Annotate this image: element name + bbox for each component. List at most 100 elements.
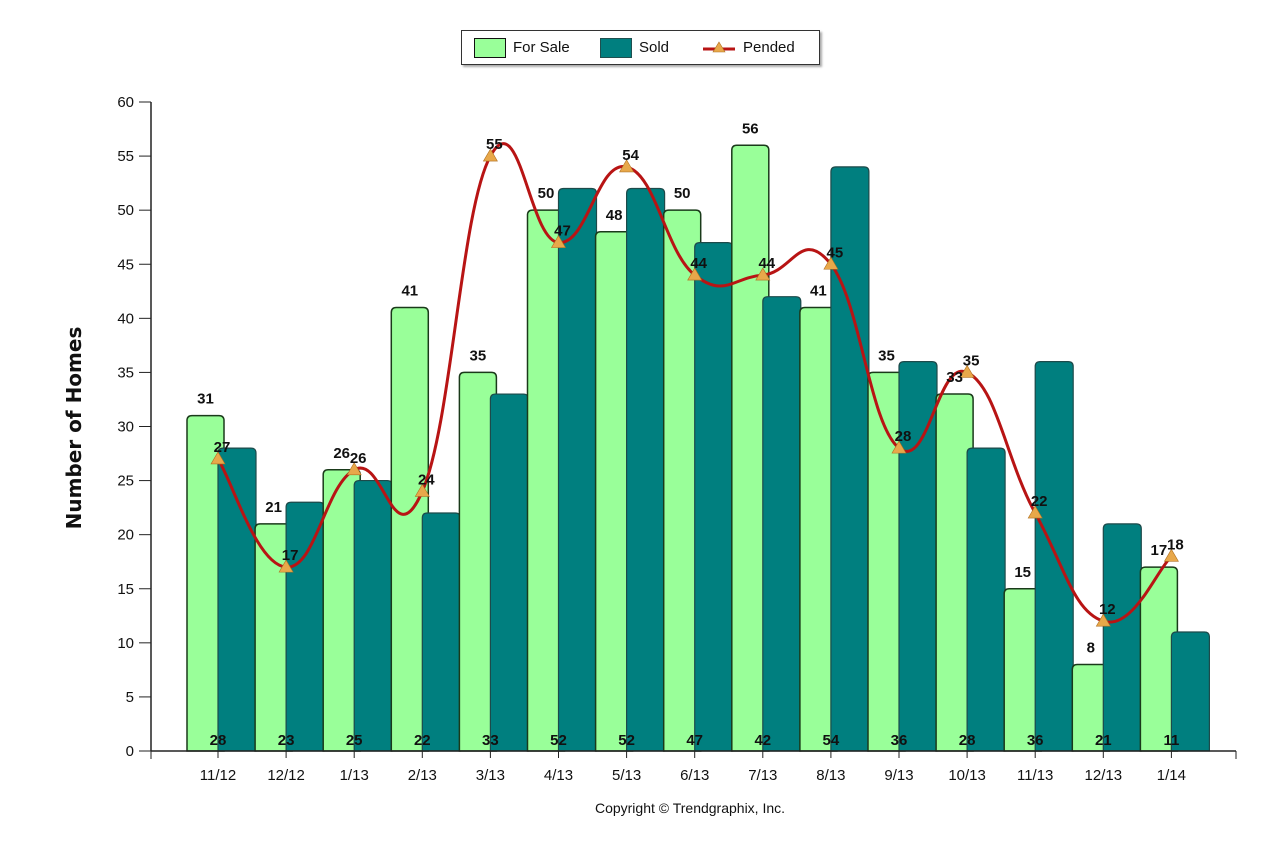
marker-pended [1163,548,1179,562]
bar-sold [626,187,666,752]
data-label-for-sale: 41 [401,283,418,300]
legend: For Sale Sold Pended [461,30,820,65]
y-tick-label: 0 [126,743,134,760]
data-label-sold: 11 [1163,732,1179,749]
data-label-sold: 22 [414,732,431,749]
data-label-for-sale: 50 [538,185,555,202]
legend-item-sold: Sold [600,31,669,64]
x-tick-label: 6/13 [680,767,709,784]
marker-pended [619,159,635,173]
marker-pended [414,483,430,497]
bar-sold [217,447,257,752]
marker-pended [482,148,498,162]
data-label-pended: 35 [963,352,980,369]
data-label-for-sale: 35 [878,347,895,364]
data-label-sold: 25 [346,732,363,749]
x-tick-label: 4/13 [544,767,573,784]
x-tick-label: 1/13 [340,767,369,784]
x-tick-label: 2/13 [408,767,437,784]
data-label-sold: 36 [1027,732,1044,749]
x-tick-label: 9/13 [884,767,913,784]
legend-label-for-sale: For Sale [513,39,570,56]
bar-sold [421,512,461,752]
data-label-pended: 44 [758,255,775,272]
y-tick-label: 50 [117,202,134,219]
data-label-pended: 27 [214,439,231,456]
y-tick-label: 60 [117,94,134,111]
bar-sold [489,393,529,752]
marker-pended [1027,505,1043,519]
x-tick-label: 12/12 [267,767,305,784]
data-label-for-sale: 21 [265,499,282,516]
legend-swatch-sold [600,37,632,58]
marker-pended [346,462,362,476]
data-label-for-sale: 33 [946,369,963,386]
y-tick-label: 45 [117,256,134,273]
data-label-pended: 45 [827,244,844,261]
data-label-sold: 23 [278,732,295,749]
data-label-pended: 22 [1031,493,1048,510]
x-tick-label: 5/13 [612,767,641,784]
data-label-sold: 33 [482,732,499,749]
data-label-pended: 26 [350,450,367,467]
bar-for-sale [1139,566,1179,752]
data-label-sold: 54 [823,732,840,749]
bar-for-sale [458,371,498,752]
data-label-sold: 28 [959,732,976,749]
y-axis-title: Number of Homes [62,326,86,530]
data-label-sold: 36 [891,732,908,749]
data-label-sold: 47 [686,732,703,749]
data-label-pended: 18 [1167,536,1184,553]
legend-label-pended: Pended [743,39,795,56]
legend-swatch-for-sale [474,37,506,58]
data-label-for-sale: 56 [742,120,759,137]
marker-pended [959,364,975,378]
bar-for-sale [935,393,974,752]
y-tick-label: 10 [117,635,134,652]
line-pended [216,142,1173,624]
marker-pended [210,451,226,465]
bar-sold [898,361,938,752]
x-tick-label: 8/13 [816,767,845,784]
legend-item-for-sale: For Sale [474,31,570,64]
y-tick-label: 55 [117,148,134,165]
data-label-pended: 44 [690,255,707,272]
copyright-text: Copyright © Trendgraphix, Inc. [594,800,786,816]
y-tick-label: 30 [117,419,134,436]
y-tick-label: 15 [117,581,134,598]
marker-pended [278,559,294,573]
data-label-for-sale: 8 [1087,639,1095,656]
x-tick-label: 3/13 [476,767,505,784]
bar-sold [830,166,870,752]
bar-for-sale [731,144,770,752]
data-label-for-sale: 31 [197,391,214,408]
marker-pended [1095,613,1111,627]
marker-pended [823,256,839,270]
legend-label-sold: Sold [639,39,670,56]
bar-for-sale [390,306,430,752]
data-label-pended: 12 [1099,601,1116,618]
bar-sold [557,187,598,752]
y-tick-label: 25 [117,473,134,490]
data-label-sold: 52 [550,732,567,749]
bar-sold [1102,523,1142,752]
marker-pended [687,267,703,281]
data-label-sold: 28 [210,732,227,749]
data-label-pended: 54 [622,147,639,164]
bar-sold [694,242,734,752]
x-tick-label: 11/12 [200,767,236,784]
bar-sold [762,296,802,752]
bar-sold [353,479,393,752]
x-tick-label: 10/13 [948,767,986,784]
data-label-pended: 24 [418,471,435,488]
bar-sold [966,447,1006,752]
legend-line-marker-icon [703,40,735,52]
data-label-pended: 47 [554,223,571,240]
y-tick-label: 5 [126,689,134,706]
data-label-for-sale: 26 [333,445,350,462]
x-tick-label: 12/13 [1085,767,1123,784]
bar-sold [1170,631,1210,752]
bar-sold [1034,361,1074,752]
data-label-sold: 21 [1095,732,1112,749]
